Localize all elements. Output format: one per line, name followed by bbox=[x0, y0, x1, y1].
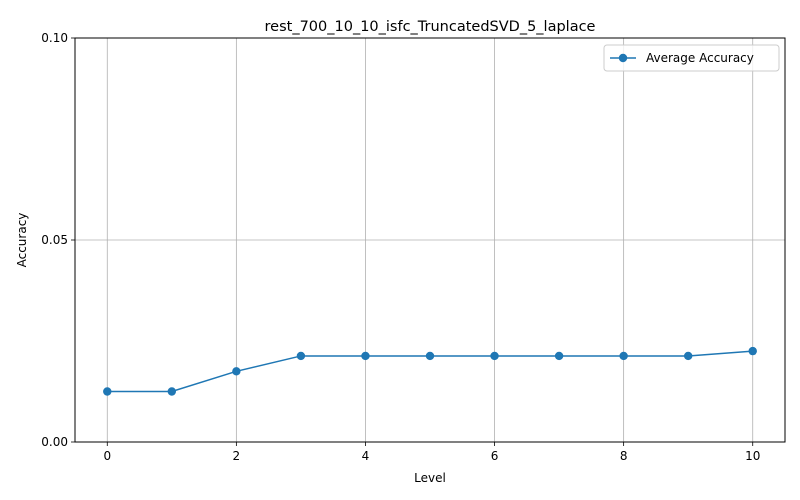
data-point bbox=[361, 351, 370, 361]
x-tick-label: 4 bbox=[362, 449, 370, 463]
y-axis-ticks: 0.00 0.05 0.10 bbox=[41, 31, 75, 449]
data-point bbox=[490, 351, 499, 361]
y-tick-label: 0.00 bbox=[41, 435, 68, 449]
data-point bbox=[683, 351, 693, 361]
y-axis-label: Accuracy bbox=[15, 213, 29, 268]
data-point bbox=[619, 351, 628, 361]
x-tick-label: 2 bbox=[233, 449, 241, 463]
legend-box bbox=[603, 44, 780, 72]
data-point bbox=[296, 351, 306, 361]
x-tick-label: 10 bbox=[745, 449, 760, 463]
series-layer bbox=[103, 346, 757, 396]
data-point bbox=[167, 387, 177, 396]
y-tick-label: 0.10 bbox=[41, 31, 68, 45]
data-point bbox=[425, 351, 435, 361]
chart-title: rest_700_10_10_isfc_TruncatedSVD_5_lapla… bbox=[265, 19, 596, 35]
data-point bbox=[103, 387, 112, 396]
x-axis-ticks: 0 2 4 6 8 10 bbox=[103, 442, 760, 463]
data-point bbox=[748, 346, 757, 356]
data-point bbox=[554, 351, 564, 361]
x-axis-label: Level bbox=[414, 471, 446, 485]
y-tick-label: 0.05 bbox=[41, 233, 68, 247]
legend-marker bbox=[618, 53, 628, 63]
legend: Average Accuracy bbox=[603, 44, 780, 72]
legend-label: Average Accuracy bbox=[646, 51, 754, 65]
data-point bbox=[232, 367, 241, 376]
x-tick-label: 0 bbox=[103, 449, 111, 463]
x-tick-label: 6 bbox=[491, 449, 499, 463]
x-tick-label: 8 bbox=[620, 449, 628, 463]
